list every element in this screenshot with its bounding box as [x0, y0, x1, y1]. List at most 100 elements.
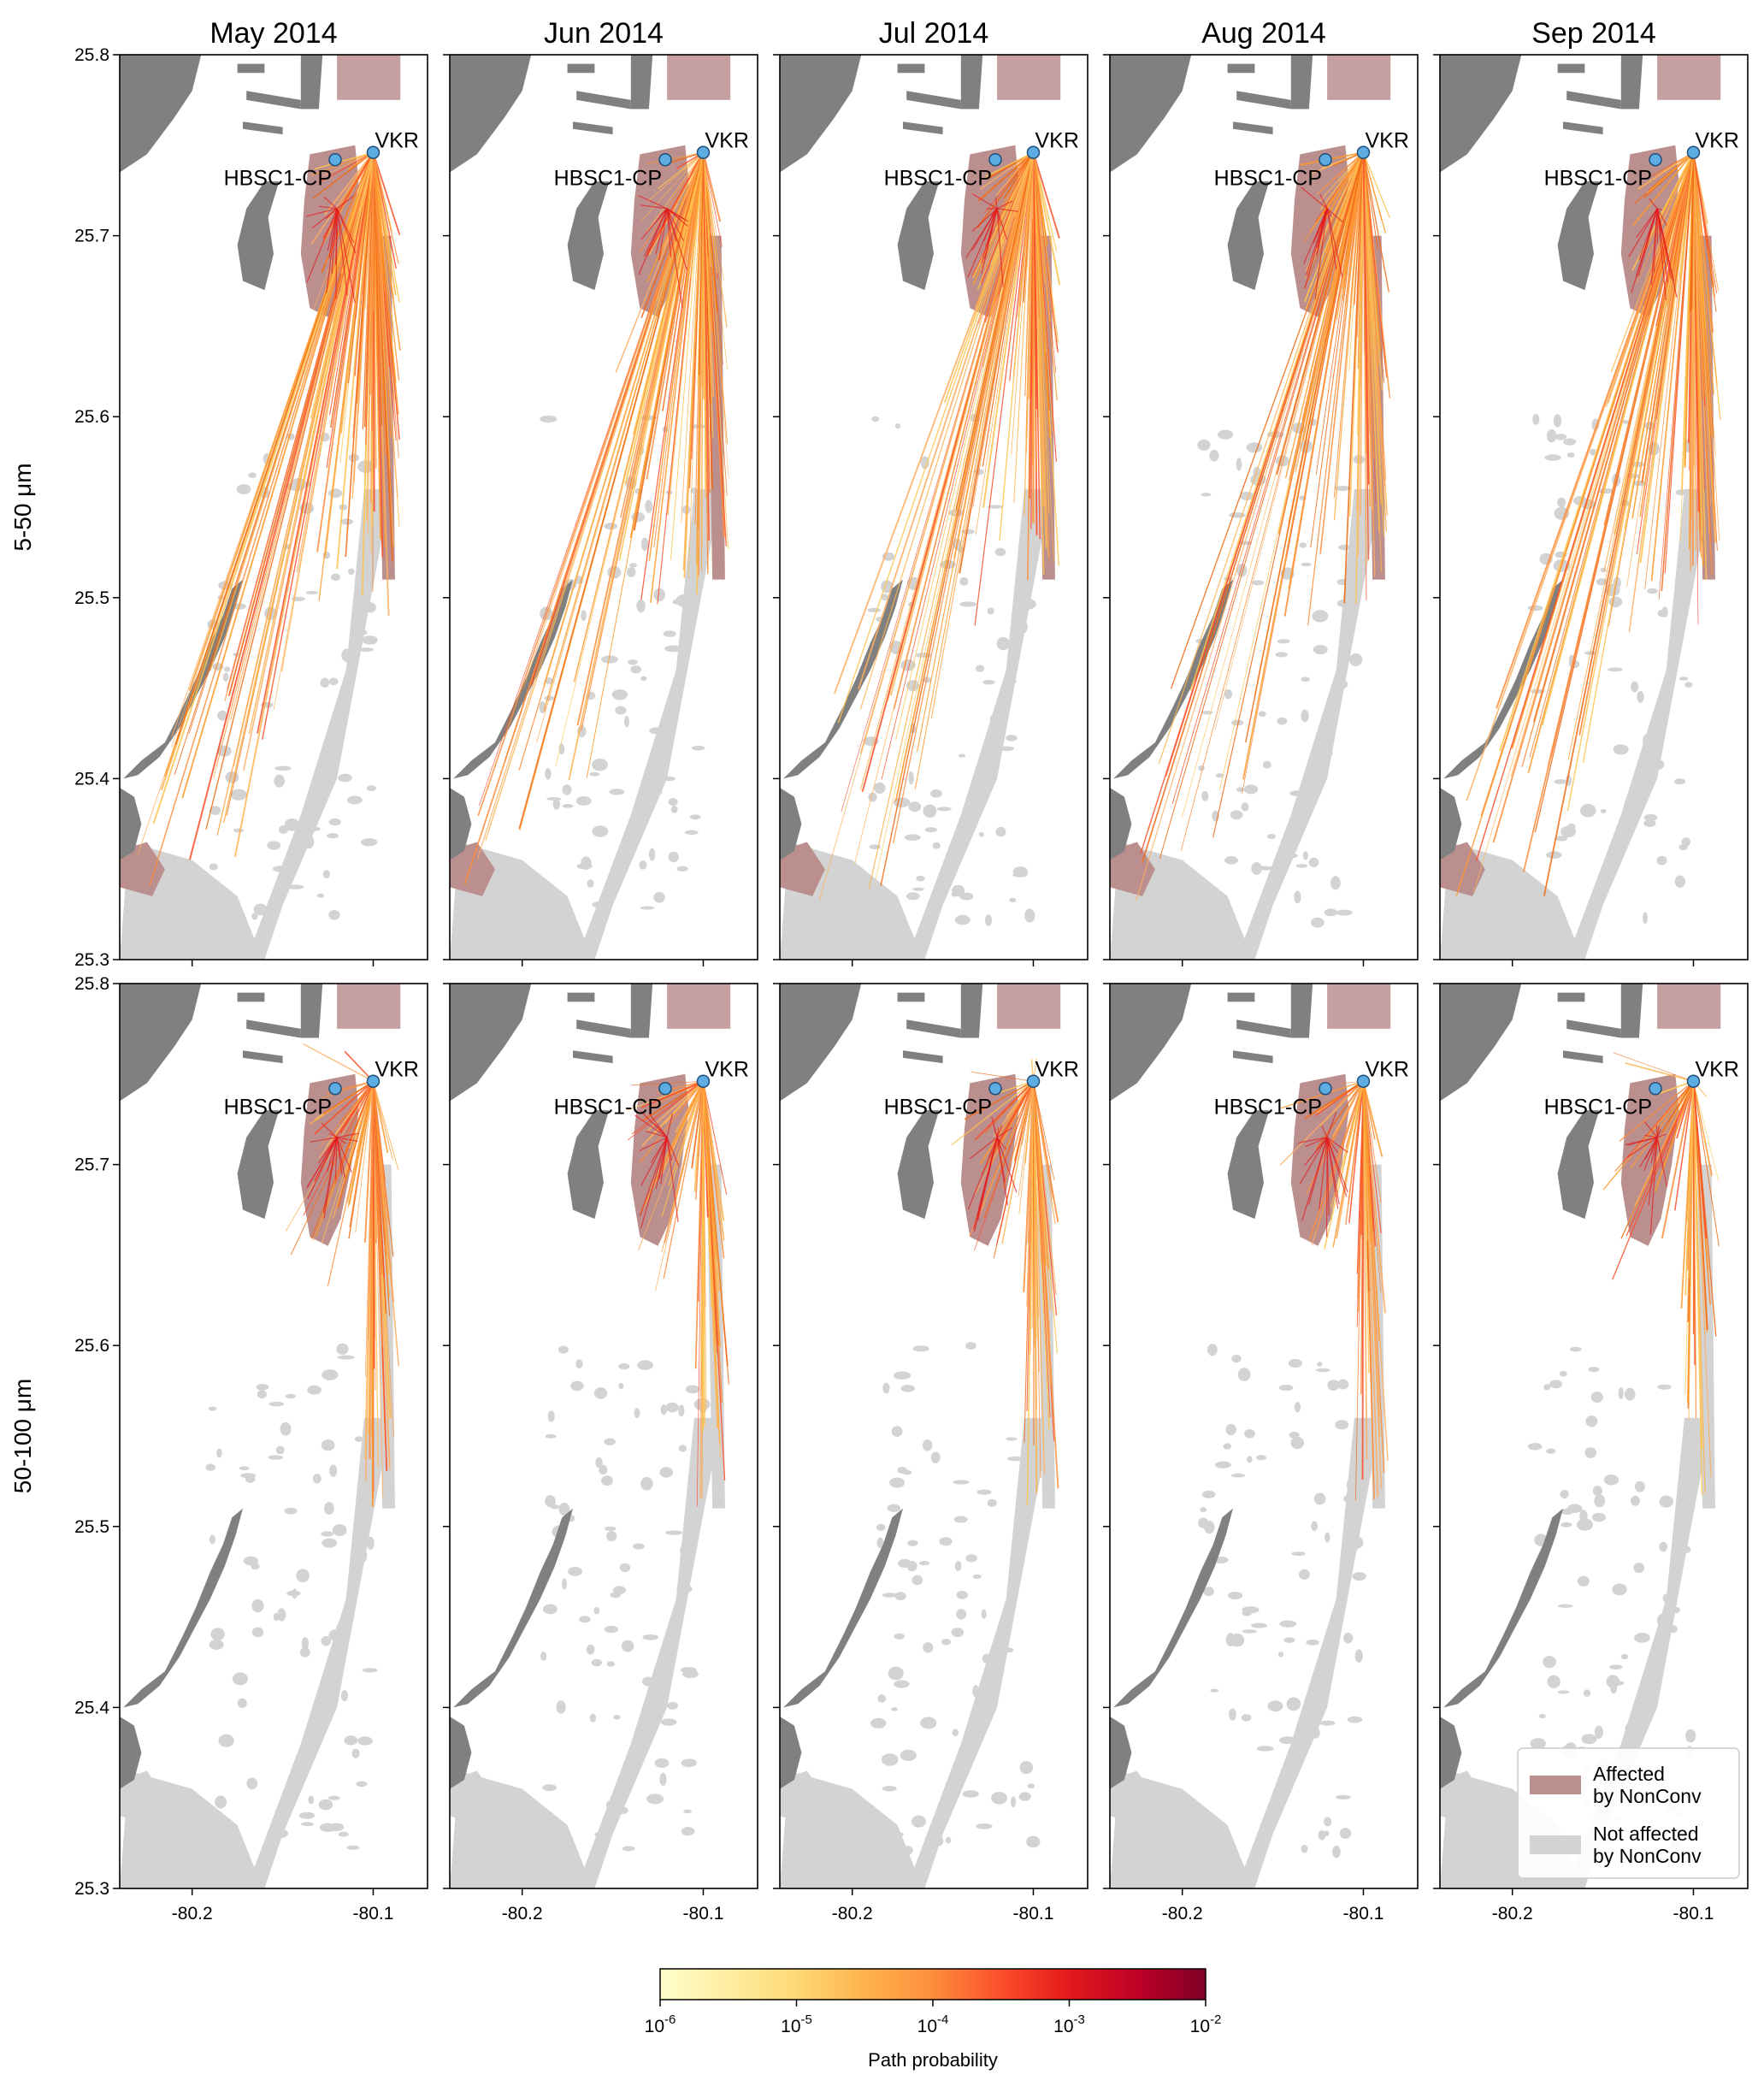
habitat-not-affected	[592, 825, 609, 837]
dispersal-path	[1158, 152, 1365, 765]
dispersal-path	[372, 152, 401, 352]
habitat-not-affected	[1577, 1518, 1593, 1531]
habitat-not-affected	[1336, 909, 1353, 916]
habitat-not-affected	[316, 893, 325, 898]
land	[1233, 121, 1273, 135]
dispersal-path	[666, 1137, 680, 1167]
habitat-not-affected	[305, 590, 318, 595]
dispersal-path	[666, 1137, 679, 1222]
dispersal-path	[1026, 1081, 1035, 1307]
habitat-not-affected	[648, 848, 656, 861]
habitat-not-affected	[327, 833, 339, 839]
dispersal-path	[1623, 1080, 1694, 1162]
habitat-not-affected	[1251, 1622, 1268, 1628]
dispersal-path	[345, 1080, 375, 1174]
habitat-not-affected	[1530, 1738, 1546, 1749]
habitat-not-affected	[284, 818, 300, 831]
habitat-not-affected	[358, 647, 374, 652]
dispersal-path	[982, 152, 1034, 272]
dispersal-path	[1631, 151, 1695, 227]
habitat-not-affected	[1637, 690, 1644, 703]
habitat-not-affected	[919, 1561, 930, 1566]
land	[573, 1050, 613, 1064]
habitat-not-affected	[1005, 1647, 1014, 1653]
habitat-not-affected	[1546, 1448, 1556, 1454]
site-marker-hbsc1-cp	[1649, 152, 1662, 167]
site-marker-vkr	[1686, 1074, 1701, 1089]
habitat-not-affected	[216, 711, 226, 720]
dispersal-path	[646, 151, 705, 257]
habitat-not-affected	[1327, 1380, 1340, 1391]
site-label-hbsc1-cp: HBSC1-CP	[224, 167, 332, 191]
dispersal-path	[1214, 152, 1364, 731]
x-tick-label: -80.1	[1343, 1904, 1384, 1924]
habitat-not-affected	[1335, 1794, 1351, 1799]
habitat-not-affected	[1313, 645, 1328, 655]
habitat-not-affected	[208, 1406, 217, 1411]
dispersal-path	[695, 1081, 705, 1200]
habitat-not-affected	[1544, 454, 1561, 461]
dispersal-path	[372, 152, 397, 269]
dispersal-path	[328, 1132, 338, 1138]
habitat-not-affected	[357, 1736, 373, 1746]
dispersal-path	[1286, 152, 1364, 557]
habitat-not-affected	[1656, 855, 1667, 866]
dispersal-path	[985, 152, 1034, 431]
dispersal-path	[1245, 152, 1365, 743]
habitat-not-affected	[1647, 588, 1658, 594]
dispersal-path	[1343, 152, 1365, 274]
habitat-not-affected	[298, 1811, 316, 1819]
dispersal-path	[1326, 1111, 1337, 1138]
land	[300, 55, 323, 109]
habitat-not-affected	[364, 602, 376, 613]
habitat-not-affected	[1607, 667, 1623, 672]
habitat-not-affected	[251, 1599, 264, 1613]
dispersal-path	[1326, 1137, 1339, 1154]
row-label: 50-100 μm	[9, 1379, 36, 1493]
habitat-not-affected	[908, 771, 914, 785]
habitat-not-affected	[1236, 488, 1382, 960]
land	[450, 55, 532, 173]
habitat-not-affected	[1247, 1456, 1253, 1463]
habitat-not-affected	[251, 1563, 260, 1570]
habitat-not-affected	[1566, 452, 1575, 458]
habitat-not-affected	[344, 1735, 358, 1746]
habitat-not-affected	[906, 680, 920, 692]
habitat-not-affected	[1215, 773, 1224, 778]
habitat-not-affected	[450, 1770, 495, 1825]
dispersal-path	[335, 208, 338, 265]
habitat-not-affected	[912, 887, 924, 891]
dispersal-path	[1362, 1081, 1368, 1459]
habitat-not-affected	[338, 773, 352, 783]
habitat-not-affected	[1684, 682, 1693, 688]
habitat-not-affected	[581, 609, 587, 622]
x-tick-label: -80.2	[832, 1904, 873, 1924]
habitat-not-affected	[251, 1627, 264, 1638]
habitat-not-affected	[975, 665, 985, 672]
habitat-not-affected	[660, 1404, 668, 1415]
dispersal-path	[627, 1080, 704, 1141]
dispersal-path	[1032, 152, 1058, 463]
dispersal-path	[1180, 152, 1364, 851]
habitat-not-affected	[1625, 1723, 1637, 1734]
habitat-not-affected	[1018, 620, 1028, 634]
dispersal-path	[1324, 1081, 1365, 1250]
habitat-not-affected	[1631, 681, 1639, 693]
land	[573, 121, 613, 135]
habitat-not-affected	[299, 1646, 310, 1658]
habitat-not-affected	[1584, 1447, 1596, 1458]
habitat-not-affected	[613, 1714, 621, 1720]
habitat-not-affected	[300, 1822, 315, 1827]
dispersal-path	[1032, 152, 1061, 286]
habitat-not-affected	[882, 1786, 897, 1792]
dispersal-path	[336, 195, 355, 210]
habitat-not-affected	[1277, 639, 1290, 644]
dispersal-path	[322, 151, 374, 177]
habitat-not-affected	[678, 1404, 685, 1417]
habitat-not-affected	[1224, 688, 1233, 700]
habitat-not-affected	[1346, 1479, 1354, 1491]
habitat-not-affected	[1662, 1593, 1671, 1604]
land	[783, 1508, 903, 1708]
dispersal-path	[477, 152, 705, 817]
